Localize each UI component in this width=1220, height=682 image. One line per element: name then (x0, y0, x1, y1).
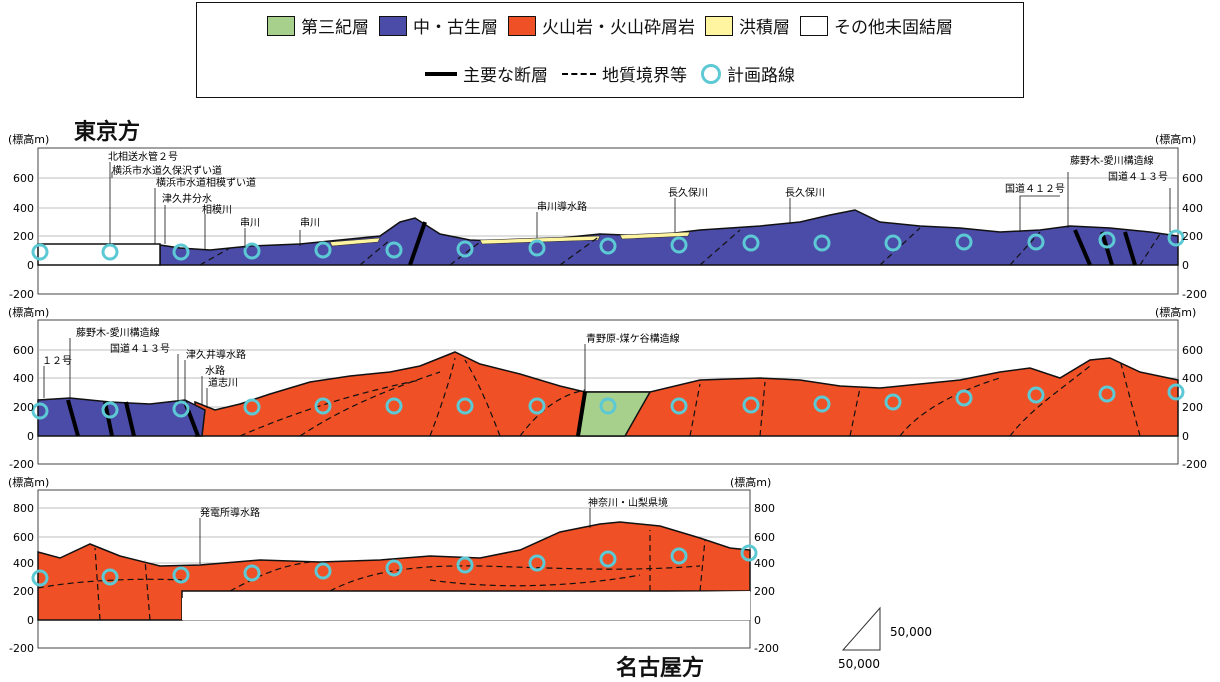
axis-unit-left-3: (標高m) (8, 475, 49, 489)
axis-unit-right-3: (標高m) (730, 475, 771, 489)
volcanic-body-3 (37, 521, 751, 621)
tick-left-1-0: 600 (13, 172, 34, 185)
tick-right-3-1: 600 (754, 531, 775, 544)
tick-left-2-0: 600 (13, 344, 34, 357)
legend-label-paleozoic: 中・古生層 (413, 18, 498, 38)
label-route-413-2: 国道４１３号 (110, 342, 170, 355)
tick-right-3-3: 200 (754, 585, 775, 598)
axis-unit-right-1: (標高m) (1155, 132, 1196, 146)
label-power-plant-headrace: 発電所導水路 (200, 506, 260, 519)
legend-swatch-unconsolidated (800, 15, 828, 36)
tick-left-3-3: 200 (13, 585, 34, 598)
legend-item-diluvium: 洪積層 (705, 13, 790, 38)
legend-boundary-label: 地質境界等 (602, 66, 687, 86)
tick-right-2-1: 400 (1182, 372, 1203, 385)
label-kushi-river-headrace: 串川導水路 (537, 200, 587, 213)
legend-swatch-diluvium (705, 15, 733, 36)
label-route-12: １２号 (42, 355, 72, 367)
tick-right-3-5: -200 (754, 642, 779, 655)
legend-route-label: 計画路線 (727, 66, 795, 86)
legend-item-paleozoic: 中・古生層 (379, 13, 498, 38)
tick-right-1-3: 0 (1182, 259, 1189, 272)
label-hokuso-water-pipe: 北相送水管２号 (108, 150, 178, 163)
label-kushi-river-1: 串川 (240, 217, 260, 229)
legend-item-route: 計画路線 (701, 61, 795, 86)
direction-tokyo-label: 東京方 (74, 120, 141, 145)
tick-right-3-0: 800 (754, 502, 775, 515)
tick-left-3-5: -200 (9, 642, 34, 655)
label-doshi-river: 道志川 (208, 376, 238, 389)
label-kanagawa-yamanashi-border: 神奈川・山梨県境 (588, 496, 668, 509)
label-aonohara-susugaya-line: 青野原-煤ケ谷構造線 (586, 332, 680, 345)
label-tsukui-headrace: 津久井導水路 (186, 348, 246, 361)
legend-swatch-paleozoic (379, 15, 407, 36)
label-route-412: 国道４１２号 (1005, 182, 1065, 195)
section-panel-3: (標高m) (標高m) 800 600 400 200 0 -200 800 6… (8, 475, 779, 655)
tick-left-2-3: 0 (27, 430, 34, 443)
label-waterway: 水路 (205, 364, 225, 377)
scale-horizontal-label: 50,000 (838, 657, 880, 671)
legend-row-strata: 第三紀層 中・古生層 火山岩・火山砕屑岩 洪積層 その他未固結層 (197, 13, 1023, 38)
legend-swatch-tertiary (267, 15, 295, 36)
tick-left-3-2: 400 (13, 557, 34, 570)
tick-left-2-1: 400 (13, 372, 34, 385)
tick-left-1-1: 400 (13, 202, 34, 215)
tick-right-3-2: 400 (754, 557, 775, 570)
tick-left-1-2: 200 (13, 230, 34, 243)
label-nagakubo-river-2: 長久保川 (785, 186, 825, 199)
tick-right-2-4: -200 (1182, 458, 1207, 471)
legend-item-tertiary: 第三紀層 (267, 13, 369, 38)
label-kushi-river-2: 串川 (300, 217, 320, 229)
label-route-413-1: 国道４１３号 (1108, 170, 1168, 183)
axis-unit-left-2: (標高m) (8, 305, 49, 319)
section-panel-2: (標高m) (標高m) 600 400 200 0 -200 600 400 2… (8, 305, 1207, 471)
tick-left-1-4: -200 (9, 288, 34, 301)
label-nagakubo-river-1: 長久保川 (668, 186, 708, 199)
tick-left-2-2: 200 (13, 401, 34, 414)
legend-box: 第三紀層 中・古生層 火山岩・火山砕屑岩 洪積層 その他未固結層 主要な断層 地… (196, 2, 1024, 98)
legend-label-diluvium: 洪積層 (739, 18, 790, 38)
axis-unit-left-1: (標高m) (8, 132, 49, 146)
label-sagami-river: 相模川 (202, 203, 232, 216)
legend-item-boundary: 地質境界等 (562, 61, 687, 86)
tick-right-2-2: 200 (1182, 401, 1203, 414)
legend-item-fault: 主要な断層 (425, 61, 548, 86)
tick-right-2-0: 600 (1182, 344, 1203, 357)
tick-left-3-4: 0 (27, 614, 34, 627)
volcanic-body-2 (194, 351, 1179, 437)
label-tsukui-branch-water: 津久井分水 (162, 192, 212, 205)
label-kubosawa-tunnel: 横浜市水道久保沢ずい道 (112, 164, 222, 177)
tick-left-2-4: -200 (9, 458, 34, 471)
legend-item-unconsolidated: その他未固結層 (800, 13, 953, 38)
tick-left-3-1: 600 (13, 531, 34, 544)
tick-right-1-0: 600 (1182, 172, 1203, 185)
legend-swatch-volcanic (508, 15, 536, 36)
legend-label-tertiary: 第三紀層 (301, 18, 369, 38)
legend-item-volcanic: 火山岩・火山砕屑岩 (508, 13, 695, 38)
direction-nagoya-label: 名古屋方 (616, 656, 705, 681)
tick-left-1-3: 0 (27, 259, 34, 272)
label-fujinoki-aikawa-line-1: 藤野木-愛川構造線 (1070, 154, 1154, 167)
fault-line-sample (425, 71, 457, 76)
boundary-line-sample (562, 72, 596, 75)
tick-right-1-1: 400 (1182, 202, 1203, 215)
scale-vertical-label: 50,000 (890, 625, 932, 639)
legend-label-volcanic: 火山岩・火山砕屑岩 (542, 18, 695, 38)
tick-right-2-3: 0 (1182, 430, 1189, 443)
section-panel-1: (標高m) (標高m) 600 400 200 0 -200 600 400 2… (8, 132, 1207, 301)
scale-triangle (841, 606, 881, 651)
route-circle-icon (701, 63, 721, 84)
tick-right-1-4: -200 (1182, 288, 1207, 301)
tick-right-1-2: 200 (1182, 230, 1203, 243)
axis-unit-right-2: (標高m) (1155, 305, 1196, 319)
tick-left-3-0: 800 (13, 502, 34, 515)
legend-row-lines: 主要な断層 地質境界等 計画路線 (197, 61, 1023, 86)
label-fujinoki-aikawa-line-2: 藤野木-愛川構造線 (76, 326, 160, 339)
legend-fault-label: 主要な断層 (463, 66, 548, 86)
label-sagami-tunnel: 横浜市水道相模ずい道 (156, 176, 256, 189)
legend-label-unconsolidated: その他未固結層 (834, 18, 953, 38)
tick-right-3-4: 0 (754, 614, 761, 627)
